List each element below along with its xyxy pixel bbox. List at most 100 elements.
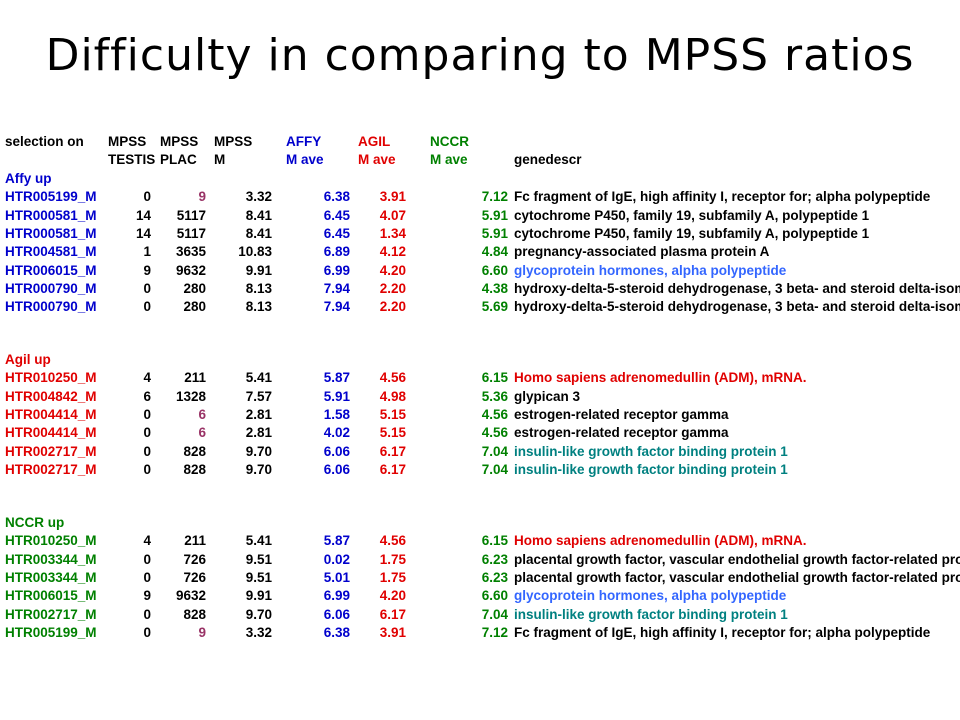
table-row: HTR000581_M 14 5117 8.41 6.45 1.34 5.91 cytochr… <box>0 226 960 244</box>
cell-mpss-plac: 280 <box>183 299 206 315</box>
header-mpss-plac: MPSS <box>160 134 199 149</box>
cell-mpss-testis: 0 <box>143 443 151 459</box>
cell-mpss-m: 8.13 <box>245 299 272 315</box>
cell-nccr-m-ave: 6.60 <box>481 262 508 278</box>
cell-id: HTR010250_M <box>5 370 97 386</box>
header-mpss-testis: MPSS <box>108 134 147 149</box>
cell-agil-m-ave: 5.15 <box>379 407 406 423</box>
cell-id: HTR006015_M <box>5 588 97 604</box>
cell-nccr-m-ave: 4.84 <box>481 244 508 260</box>
cell-agil-m-ave: 2.20 <box>379 280 406 296</box>
cell-affy-m-ave: 5.91 <box>323 388 350 404</box>
cell-nccr-m-ave: 7.04 <box>481 606 508 622</box>
cell-genedescr: pregnancy-associated plasma protein A <box>514 244 770 260</box>
cell-genedescr: glypican 3 <box>514 388 581 404</box>
cell-mpss-testis: 9 <box>143 588 151 604</box>
cell-affy-m-ave: 6.38 <box>323 189 350 205</box>
table-row: HTR010250_M 4 211 5.41 5.87 4.56 6.15 Homo sapi… <box>0 370 960 388</box>
cell-agil-m-ave: 2.20 <box>379 299 406 315</box>
cell-mpss-m: 2.81 <box>245 425 272 441</box>
cell-agil-m-ave: 4.98 <box>379 388 406 404</box>
cell-mpss-plac: 9 <box>198 624 206 640</box>
cell-genedescr: hydroxy-delta-5-steroid dehydrogenase, 3… <box>514 280 960 296</box>
cell-genedescr: hydroxy-delta-5-steroid dehydrogenase, 3… <box>514 299 960 315</box>
cell-id: HTR002717_M <box>5 443 97 459</box>
cell-mpss-m: 8.13 <box>245 280 272 296</box>
cell-id: HTR000581_M <box>5 207 97 223</box>
table-row: HTR003344_M 0 726 9.51 0.02 1.75 6.23 placental… <box>0 552 960 570</box>
table-row: HTR000790_M 0 280 8.13 7.94 2.20 4.38 hydroxy-d… <box>0 281 960 299</box>
group-label: Agil up <box>0 352 960 370</box>
cell-mpss-plac: 828 <box>183 606 206 622</box>
cell-affy-m-ave: 4.02 <box>323 425 350 441</box>
cell-mpss-testis: 0 <box>143 569 151 585</box>
table-row: HTR002717_M 0 828 9.70 6.06 6.17 7.04 insulin-l… <box>0 444 960 462</box>
cell-mpss-m: 8.41 <box>245 225 272 241</box>
cell-nccr-m-ave: 4.56 <box>481 407 508 423</box>
cell-mpss-plac: 726 <box>183 551 206 567</box>
cell-agil-m-ave: 4.20 <box>379 262 406 278</box>
cell-genedescr: placental growth factor, vascular endoth… <box>514 551 960 567</box>
cell-affy-m-ave: 6.89 <box>323 244 350 260</box>
cell-mpss-plac: 1328 <box>175 388 206 404</box>
cell-id: HTR000790_M <box>5 280 97 296</box>
cell-genedescr: Homo sapiens adrenomedullin (ADM), mRNA. <box>514 370 807 386</box>
cell-genedescr: estrogen-related receptor gamma <box>514 407 729 423</box>
cell-id: HTR006015_M <box>5 262 97 278</box>
cell-mpss-testis: 4 <box>143 533 151 549</box>
table-row: HTR000790_M 0 280 8.13 7.94 2.20 5.69 hydroxy-d… <box>0 299 960 317</box>
cell-affy-m-ave: 6.99 <box>323 262 350 278</box>
cell-mpss-plac: 5117 <box>176 207 206 223</box>
cell-affy-m-ave: 7.94 <box>323 299 350 315</box>
header-row-1: selection on MPSS MPSS MPSS AFFY AGIL NC… <box>0 134 960 152</box>
cell-agil-m-ave: 4.56 <box>379 370 406 386</box>
cell-id: HTR004414_M <box>5 407 97 423</box>
group-label: Affy up <box>0 171 960 189</box>
cell-nccr-m-ave: 4.56 <box>481 425 508 441</box>
cell-mpss-m: 5.41 <box>245 370 272 386</box>
cell-mpss-m: 2.81 <box>245 407 272 423</box>
cell-mpss-plac: 5117 <box>176 225 206 241</box>
cell-mpss-plac: 211 <box>184 533 206 549</box>
cell-nccr-m-ave: 6.15 <box>481 370 508 386</box>
header-testis: TESTIS <box>108 152 156 167</box>
cell-mpss-testis: 0 <box>143 189 151 205</box>
cell-id: HTR004414_M <box>5 425 97 441</box>
table-row: HTR006015_M 9 9632 9.91 6.99 4.20 6.60 glycopro… <box>0 263 960 281</box>
header-mpss-m: MPSS <box>214 134 253 149</box>
cell-agil-m-ave: 6.17 <box>379 443 406 459</box>
cell-nccr-m-ave: 7.04 <box>481 461 508 477</box>
header-nccr-m-ave: M ave <box>430 152 468 167</box>
cell-nccr-m-ave: 5.91 <box>481 207 508 223</box>
cell-mpss-plac: 9 <box>198 189 206 205</box>
cell-nccr-m-ave: 5.69 <box>481 299 508 315</box>
cell-mpss-plac: 211 <box>184 370 206 386</box>
cell-agil-m-ave: 6.17 <box>379 606 406 622</box>
cell-mpss-m: 8.41 <box>245 207 272 223</box>
cell-id: HTR003344_M <box>5 551 97 567</box>
table-row: HTR005199_M 0 9 3.32 6.38 3.91 7.12 Fc fragment… <box>0 189 960 207</box>
table-row: HTR002717_M 0 828 9.70 6.06 6.17 7.04 insulin-l… <box>0 607 960 625</box>
cell-nccr-m-ave: 4.38 <box>481 280 508 296</box>
table-row: HTR005199_M 0 9 3.32 6.38 3.91 7.12 Fc fragment… <box>0 625 960 643</box>
cell-mpss-testis: 14 <box>135 207 151 223</box>
cell-genedescr: Homo sapiens adrenomedullin (ADM), mRNA. <box>514 533 807 549</box>
cell-affy-m-ave: 6.99 <box>323 588 350 604</box>
cell-mpss-testis: 0 <box>143 299 151 315</box>
cell-mpss-testis: 6 <box>143 388 151 404</box>
group-label-text: NCCR up <box>5 515 65 531</box>
cell-id: HTR003344_M <box>5 569 97 585</box>
cell-id: HTR000581_M <box>5 225 97 241</box>
cell-agil-m-ave: 5.15 <box>379 425 406 441</box>
header-nccr: NCCR <box>430 134 469 149</box>
table-row: HTR003344_M 0 726 9.51 5.01 1.75 6.23 placental… <box>0 570 960 588</box>
cell-nccr-m-ave: 6.23 <box>481 569 508 585</box>
cell-mpss-testis: 0 <box>143 461 151 477</box>
cell-mpss-m: 3.32 <box>245 189 272 205</box>
header-affy-m-ave: M ave <box>286 152 324 167</box>
cell-mpss-plac: 828 <box>183 461 206 477</box>
table-row: HTR010250_M 4 211 5.41 5.87 4.56 6.15 Homo sapi… <box>0 533 960 551</box>
cell-id: HTR004581_M <box>5 244 97 260</box>
cell-mpss-testis: 0 <box>143 624 151 640</box>
group-label-text: Affy up <box>5 171 52 186</box>
